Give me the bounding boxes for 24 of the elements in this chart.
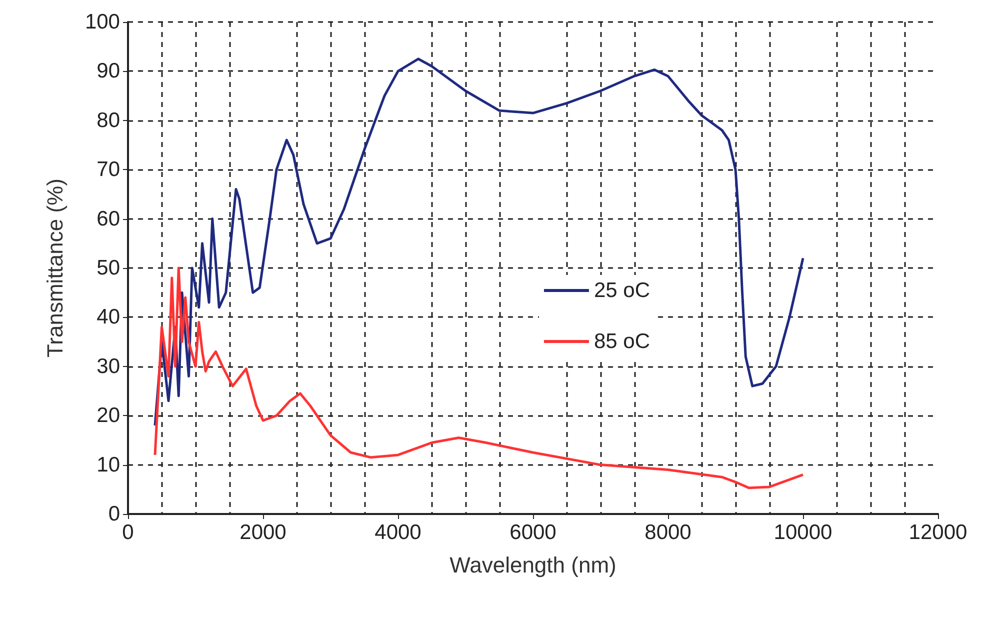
y-tick-label: 20 (96, 404, 120, 428)
x-tick-label: 10000 (774, 521, 832, 544)
line-series (154, 266, 804, 490)
y-tick-label: 40 (96, 306, 120, 329)
y-tick-label: 60 (96, 207, 120, 230)
y-tick-label: 80 (96, 108, 120, 132)
x-tick-label: 12000 (908, 521, 968, 544)
x-tick-label: 0 (122, 521, 134, 544)
legend-label: 25 oC (594, 279, 650, 302)
line-series (154, 58, 804, 427)
x-axis-title: Wavelength (nm) (450, 552, 616, 578)
legend-label: 85 oC (594, 330, 650, 353)
y-tick-label: 50 (96, 256, 120, 280)
x-tick-label: 4000 (374, 521, 422, 544)
y-tick-label: 10 (96, 453, 120, 476)
y-tick-label: 100 (84, 10, 120, 34)
y-tick-label: 90 (96, 60, 120, 83)
y-tick-label: 70 (96, 158, 120, 182)
x-tick-label: 6000 (510, 521, 556, 544)
y-tick-label: 30 (96, 354, 120, 378)
y-axis-title: Transmittance (%) (42, 178, 68, 358)
x-tick-label: 8000 (644, 521, 692, 544)
y-tick-label: 0 (108, 502, 120, 526)
x-tick-label: 2000 (240, 521, 286, 544)
